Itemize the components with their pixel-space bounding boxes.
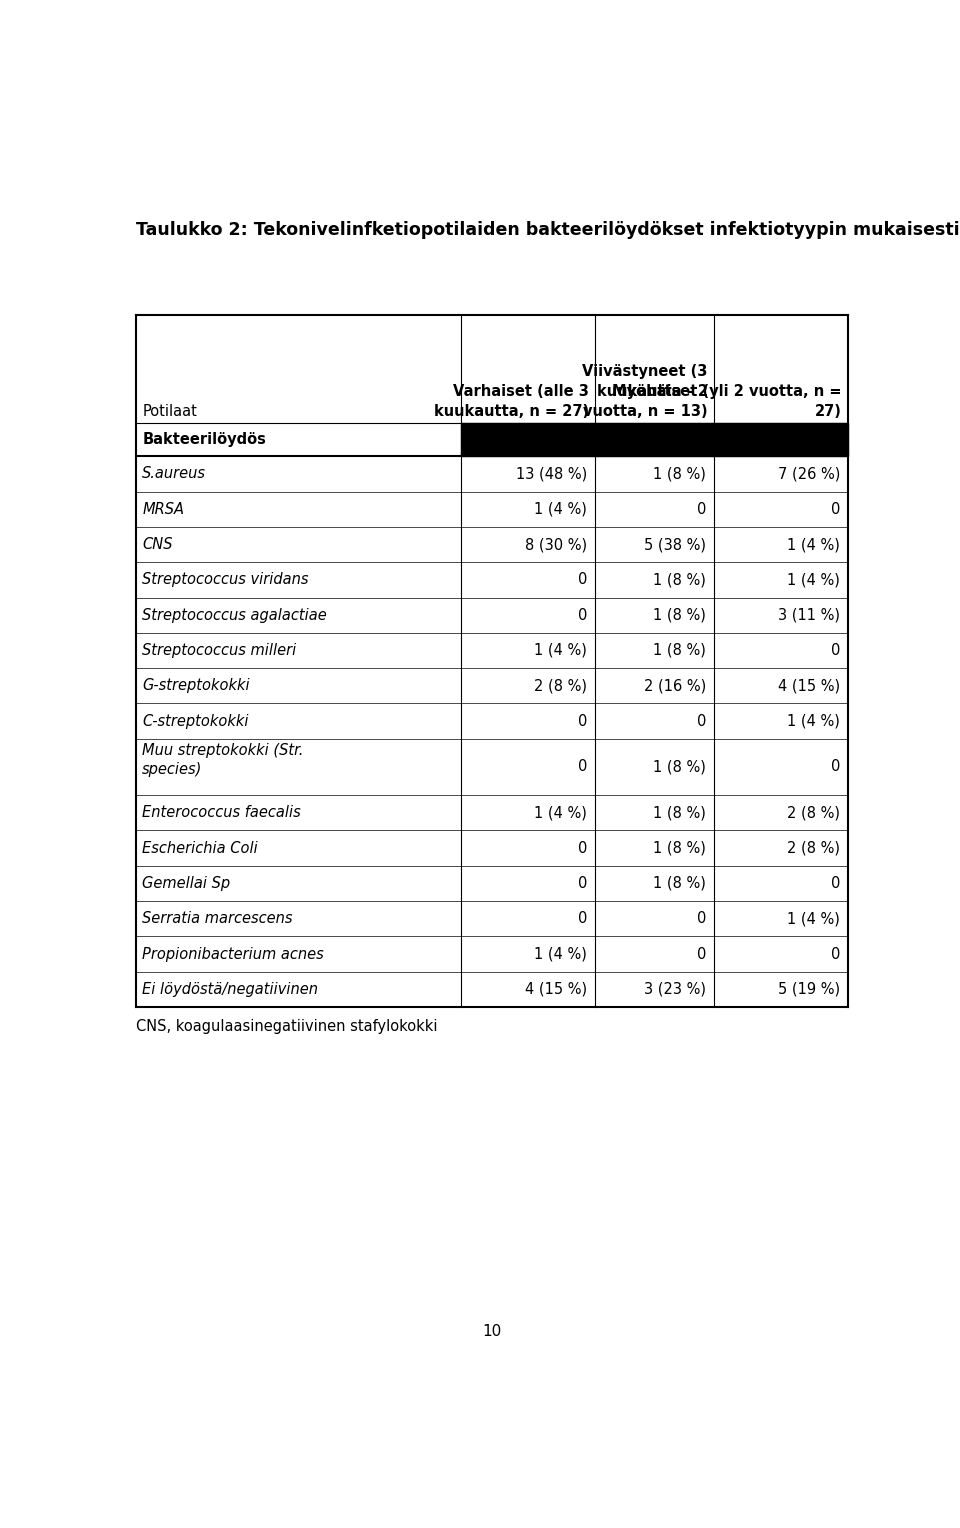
Text: 0: 0 [578,573,588,587]
Text: Enterococcus faecalis: Enterococcus faecalis [142,805,301,821]
Text: 1 (4 %): 1 (4 %) [787,911,840,926]
Text: CNS, koagulaasinegatiivinen stafylokokki: CNS, koagulaasinegatiivinen stafylokokki [136,1019,438,1034]
Bar [461,423,848,457]
Text: Serratia marcescens: Serratia marcescens [142,911,293,926]
Text: 2 (8 %): 2 (8 %) [787,805,840,821]
Text: 0: 0 [697,501,707,516]
Text: 0: 0 [830,946,840,961]
Text: 0: 0 [578,608,588,622]
Text: 13 (48 %): 13 (48 %) [516,466,588,481]
Text: G-streptokokki: G-streptokokki [142,678,250,694]
Text: 4 (15 %): 4 (15 %) [778,678,840,694]
Text: C-streptokokki: C-streptokokki [142,714,249,729]
Text: 0: 0 [830,643,840,659]
Text: Myöhäiset (yli 2 vuotta, n =
27): Myöhäiset (yli 2 vuotta, n = 27) [612,384,842,419]
Text: 1 (8 %): 1 (8 %) [654,573,707,587]
Text: Escherichia Coli: Escherichia Coli [142,840,258,856]
Text: 10: 10 [482,1323,502,1339]
Text: 1 (8 %): 1 (8 %) [654,643,707,659]
Text: S.aureus: S.aureus [142,466,206,481]
Text: 1 (8 %): 1 (8 %) [654,876,707,891]
Text: 1 (4 %): 1 (4 %) [535,501,588,516]
Text: Viivästyneet (3
kuukautta - 2
vuotta, n = 13): Viivästyneet (3 kuukautta - 2 vuotta, n … [583,364,708,419]
Text: 8 (30 %): 8 (30 %) [525,536,588,552]
Text: Streptococcus agalactiae: Streptococcus agalactiae [142,608,327,622]
Text: 1 (4 %): 1 (4 %) [787,573,840,587]
Text: 0: 0 [578,759,588,775]
Text: 1 (8 %): 1 (8 %) [654,466,707,481]
Text: 0: 0 [578,911,588,926]
Text: 3 (23 %): 3 (23 %) [644,983,707,996]
Text: 1 (8 %): 1 (8 %) [654,759,707,775]
Text: 1 (4 %): 1 (4 %) [535,946,588,961]
Text: 1 (8 %): 1 (8 %) [654,608,707,622]
Text: 1 (8 %): 1 (8 %) [654,805,707,821]
Text: 1 (8 %): 1 (8 %) [654,840,707,856]
Text: 1 (4 %): 1 (4 %) [787,714,840,729]
Text: Varhaiset (alle 3
kuukautta, n = 27): Varhaiset (alle 3 kuukautta, n = 27) [434,384,588,419]
Text: Potilaat: Potilaat [142,403,197,419]
Text: Ei löydöstä/negatiivinen: Ei löydöstä/negatiivinen [142,983,319,996]
Text: 0: 0 [697,946,707,961]
Text: 2 (16 %): 2 (16 %) [644,678,707,694]
Text: 0: 0 [578,714,588,729]
Text: Propionibacterium acnes: Propionibacterium acnes [142,946,324,961]
Text: Muu streptokokki (Str.
species): Muu streptokokki (Str. species) [142,744,303,778]
Text: 0: 0 [830,876,840,891]
Text: 0: 0 [578,840,588,856]
Text: Bakteerilöydös: Bakteerilöydös [142,432,266,448]
Text: 1 (4 %): 1 (4 %) [535,643,588,659]
Text: Streptococcus viridans: Streptococcus viridans [142,573,309,587]
Text: 5 (19 %): 5 (19 %) [778,983,840,996]
Text: Gemellai Sp: Gemellai Sp [142,876,230,891]
Text: 0: 0 [830,759,840,775]
Text: 5 (38 %): 5 (38 %) [644,536,707,552]
Text: 0: 0 [697,911,707,926]
Text: 4 (15 %): 4 (15 %) [525,983,588,996]
Text: Taulukko 2: Tekonivelinfketiopotilaiden bakteerilöydökset infektiotyypin mukaise: Taulukko 2: Tekonivelinfketiopotilaiden … [136,222,960,238]
Text: 3 (11 %): 3 (11 %) [779,608,840,622]
Text: 0: 0 [697,714,707,729]
Text: Streptococcus milleri: Streptococcus milleri [142,643,297,659]
Text: 2 (8 %): 2 (8 %) [787,840,840,856]
Text: 7 (26 %): 7 (26 %) [778,466,840,481]
Text: MRSA: MRSA [142,501,184,516]
Text: 1 (4 %): 1 (4 %) [535,805,588,821]
Text: 2 (8 %): 2 (8 %) [534,678,588,694]
Text: 1 (4 %): 1 (4 %) [787,536,840,552]
Text: 0: 0 [578,876,588,891]
Text: CNS: CNS [142,536,173,552]
Text: 0: 0 [830,501,840,516]
